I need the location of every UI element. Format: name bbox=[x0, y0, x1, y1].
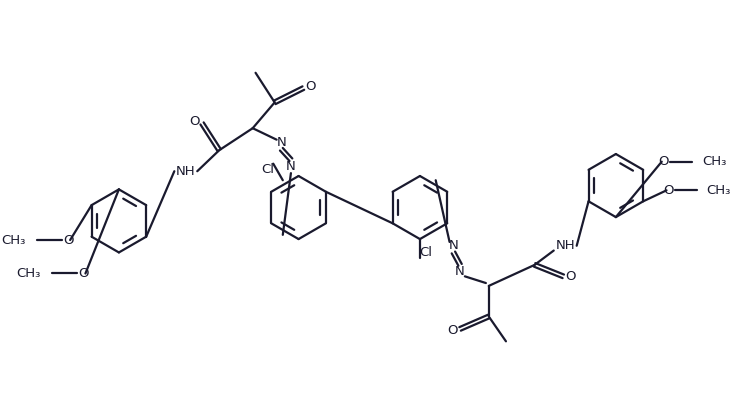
Text: O: O bbox=[78, 267, 89, 280]
Text: CH₃: CH₃ bbox=[1, 233, 25, 246]
Text: Cl: Cl bbox=[419, 246, 432, 259]
Text: NH: NH bbox=[556, 239, 575, 252]
Text: O: O bbox=[63, 233, 73, 246]
Text: N: N bbox=[455, 265, 465, 278]
Text: O: O bbox=[189, 115, 199, 128]
Text: CH₃: CH₃ bbox=[16, 267, 40, 280]
Text: NH: NH bbox=[176, 165, 196, 178]
Text: N: N bbox=[449, 239, 458, 252]
Text: O: O bbox=[447, 324, 457, 337]
Text: N: N bbox=[276, 136, 287, 149]
Text: CH₃: CH₃ bbox=[707, 184, 731, 197]
Text: CH₃: CH₃ bbox=[702, 155, 726, 168]
Text: Cl: Cl bbox=[261, 163, 274, 176]
Text: O: O bbox=[663, 184, 674, 197]
Text: O: O bbox=[566, 270, 576, 283]
Text: O: O bbox=[306, 80, 316, 93]
Text: N: N bbox=[286, 160, 296, 173]
Text: O: O bbox=[658, 155, 669, 168]
